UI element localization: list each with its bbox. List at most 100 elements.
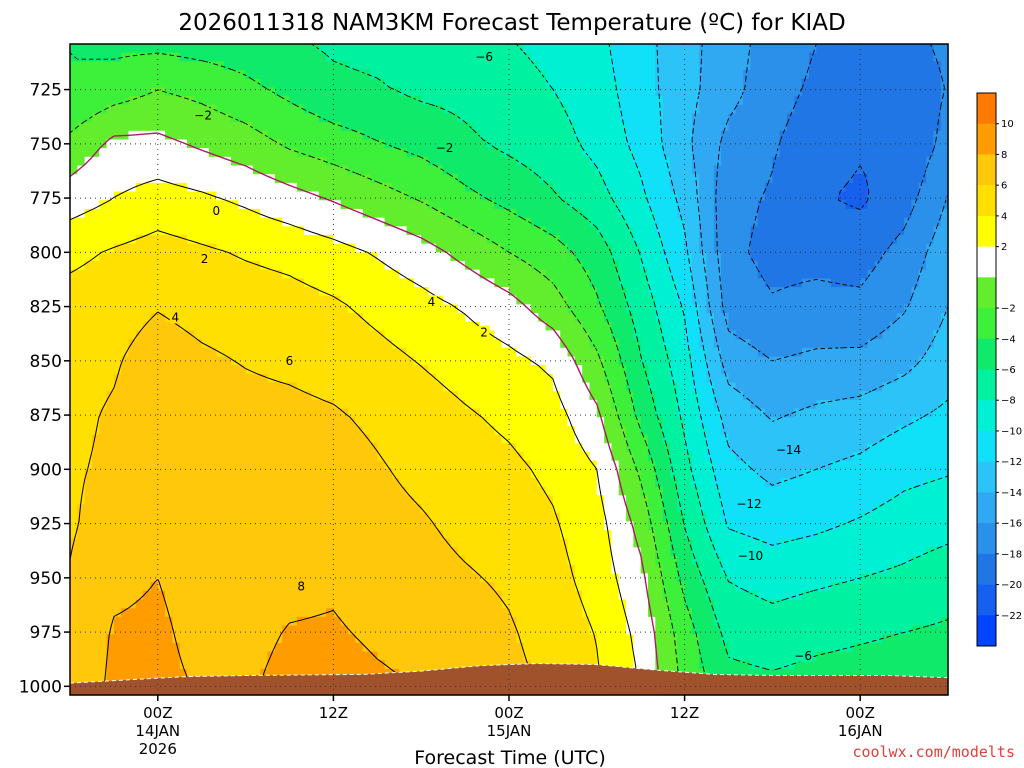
temperature-cell bbox=[369, 391, 378, 401]
temperature-cell bbox=[260, 148, 269, 158]
temperature-cell bbox=[340, 339, 349, 349]
temperature-cell bbox=[494, 642, 503, 653]
temperature-cell bbox=[399, 478, 408, 488]
temperature-cell bbox=[106, 417, 115, 427]
temperature-cell bbox=[135, 408, 144, 418]
temperature-cell bbox=[216, 148, 225, 158]
temperature-cell bbox=[187, 313, 195, 323]
temperature-cell bbox=[509, 391, 517, 401]
temperature-cell bbox=[157, 278, 166, 288]
temperature-cell bbox=[538, 226, 547, 236]
temperature-cell bbox=[91, 634, 100, 644]
temperature-cell bbox=[435, 304, 444, 314]
temperature-cell bbox=[238, 61, 247, 71]
temperature-cell bbox=[516, 104, 525, 115]
temperature-cell bbox=[348, 130, 356, 141]
temperature-cell bbox=[487, 478, 495, 488]
temperature-cell bbox=[252, 599, 261, 609]
temperature-cell bbox=[165, 139, 174, 149]
temperature-cell bbox=[406, 425, 415, 436]
temperature-cell bbox=[128, 365, 137, 375]
temperature-cell bbox=[333, 243, 342, 253]
temperature-cell bbox=[362, 660, 371, 670]
temperature-cell bbox=[340, 616, 349, 627]
temperature-cell bbox=[369, 104, 378, 115]
temperature-cell bbox=[121, 261, 130, 271]
temperature-cell bbox=[472, 625, 481, 635]
temperature-cell bbox=[421, 590, 430, 601]
temperature-cell bbox=[355, 278, 364, 288]
temperature-cell bbox=[538, 599, 547, 609]
temperature-cell bbox=[311, 599, 320, 609]
temperature-cell bbox=[289, 321, 298, 332]
temperature-cell bbox=[516, 113, 525, 123]
temperature-cell bbox=[538, 44, 547, 54]
temperature-cell bbox=[516, 339, 525, 349]
temperature-cell bbox=[121, 70, 130, 80]
temperature-cell bbox=[333, 165, 342, 175]
temperature-cell bbox=[187, 278, 195, 288]
temperature-cell bbox=[267, 512, 276, 522]
temperature-cell bbox=[238, 608, 247, 618]
temperature-cell bbox=[216, 87, 225, 97]
temperature-cell bbox=[209, 347, 217, 358]
temperature-cell bbox=[355, 538, 364, 549]
temperature-cell bbox=[209, 634, 217, 644]
temperature-cell bbox=[187, 96, 195, 106]
temperature-cell bbox=[230, 139, 239, 149]
temperature-cell bbox=[450, 330, 459, 340]
temperature-cell bbox=[289, 347, 298, 358]
temperature-cell bbox=[530, 122, 539, 132]
temperature-cell bbox=[406, 512, 415, 522]
temperature-cell bbox=[326, 660, 334, 670]
temperature-cell bbox=[282, 96, 291, 106]
temperature-cell bbox=[157, 634, 166, 644]
temperature-cell bbox=[165, 148, 174, 158]
temperature-cell bbox=[472, 512, 481, 522]
temperature-cell bbox=[296, 243, 305, 253]
temperature-cell bbox=[252, 113, 261, 123]
temperature-cell bbox=[326, 512, 334, 522]
temperature-cell bbox=[487, 96, 495, 106]
temperature-cell bbox=[296, 382, 305, 392]
temperature-cell bbox=[121, 478, 130, 488]
temperature-cell bbox=[413, 469, 422, 479]
temperature-cell bbox=[538, 590, 547, 601]
temperature-cell bbox=[450, 52, 459, 62]
temperature-cell bbox=[552, 304, 561, 314]
temperature-cell bbox=[545, 122, 554, 132]
temperature-cell bbox=[538, 174, 547, 184]
temperature-cell bbox=[150, 243, 159, 253]
temperature-cell bbox=[296, 234, 305, 245]
temperature-cell bbox=[523, 417, 532, 427]
temperature-cell bbox=[230, 208, 239, 219]
temperature-cell bbox=[121, 321, 130, 332]
temperature-cell bbox=[457, 365, 466, 375]
temperature-cell bbox=[538, 504, 547, 514]
temperature-cell bbox=[216, 530, 225, 540]
temperature-cell bbox=[435, 96, 444, 106]
temperature-cell bbox=[106, 504, 115, 514]
temperature-cell bbox=[194, 486, 203, 496]
temperature-cell bbox=[391, 616, 400, 627]
temperature-cell bbox=[472, 425, 481, 436]
temperature-cell bbox=[157, 365, 166, 375]
temperature-cell bbox=[113, 122, 122, 132]
temperature-cell bbox=[523, 451, 532, 462]
temperature-cell bbox=[165, 651, 174, 661]
temperature-cell bbox=[435, 113, 444, 123]
temperature-cell bbox=[428, 478, 437, 488]
temperature-cell bbox=[296, 347, 305, 358]
temperature-cell bbox=[267, 668, 276, 679]
temperature-cell bbox=[157, 200, 166, 210]
temperature-cell bbox=[274, 625, 283, 635]
temperature-cell bbox=[157, 139, 166, 149]
temperature-cell bbox=[487, 156, 495, 167]
temperature-cell bbox=[355, 365, 364, 375]
temperature-cell bbox=[179, 243, 188, 253]
temperature-cell bbox=[245, 130, 254, 141]
temperature-cell bbox=[245, 582, 254, 592]
temperature-cell bbox=[77, 382, 86, 392]
temperature-cell bbox=[150, 478, 159, 488]
temperature-cell bbox=[457, 148, 466, 158]
